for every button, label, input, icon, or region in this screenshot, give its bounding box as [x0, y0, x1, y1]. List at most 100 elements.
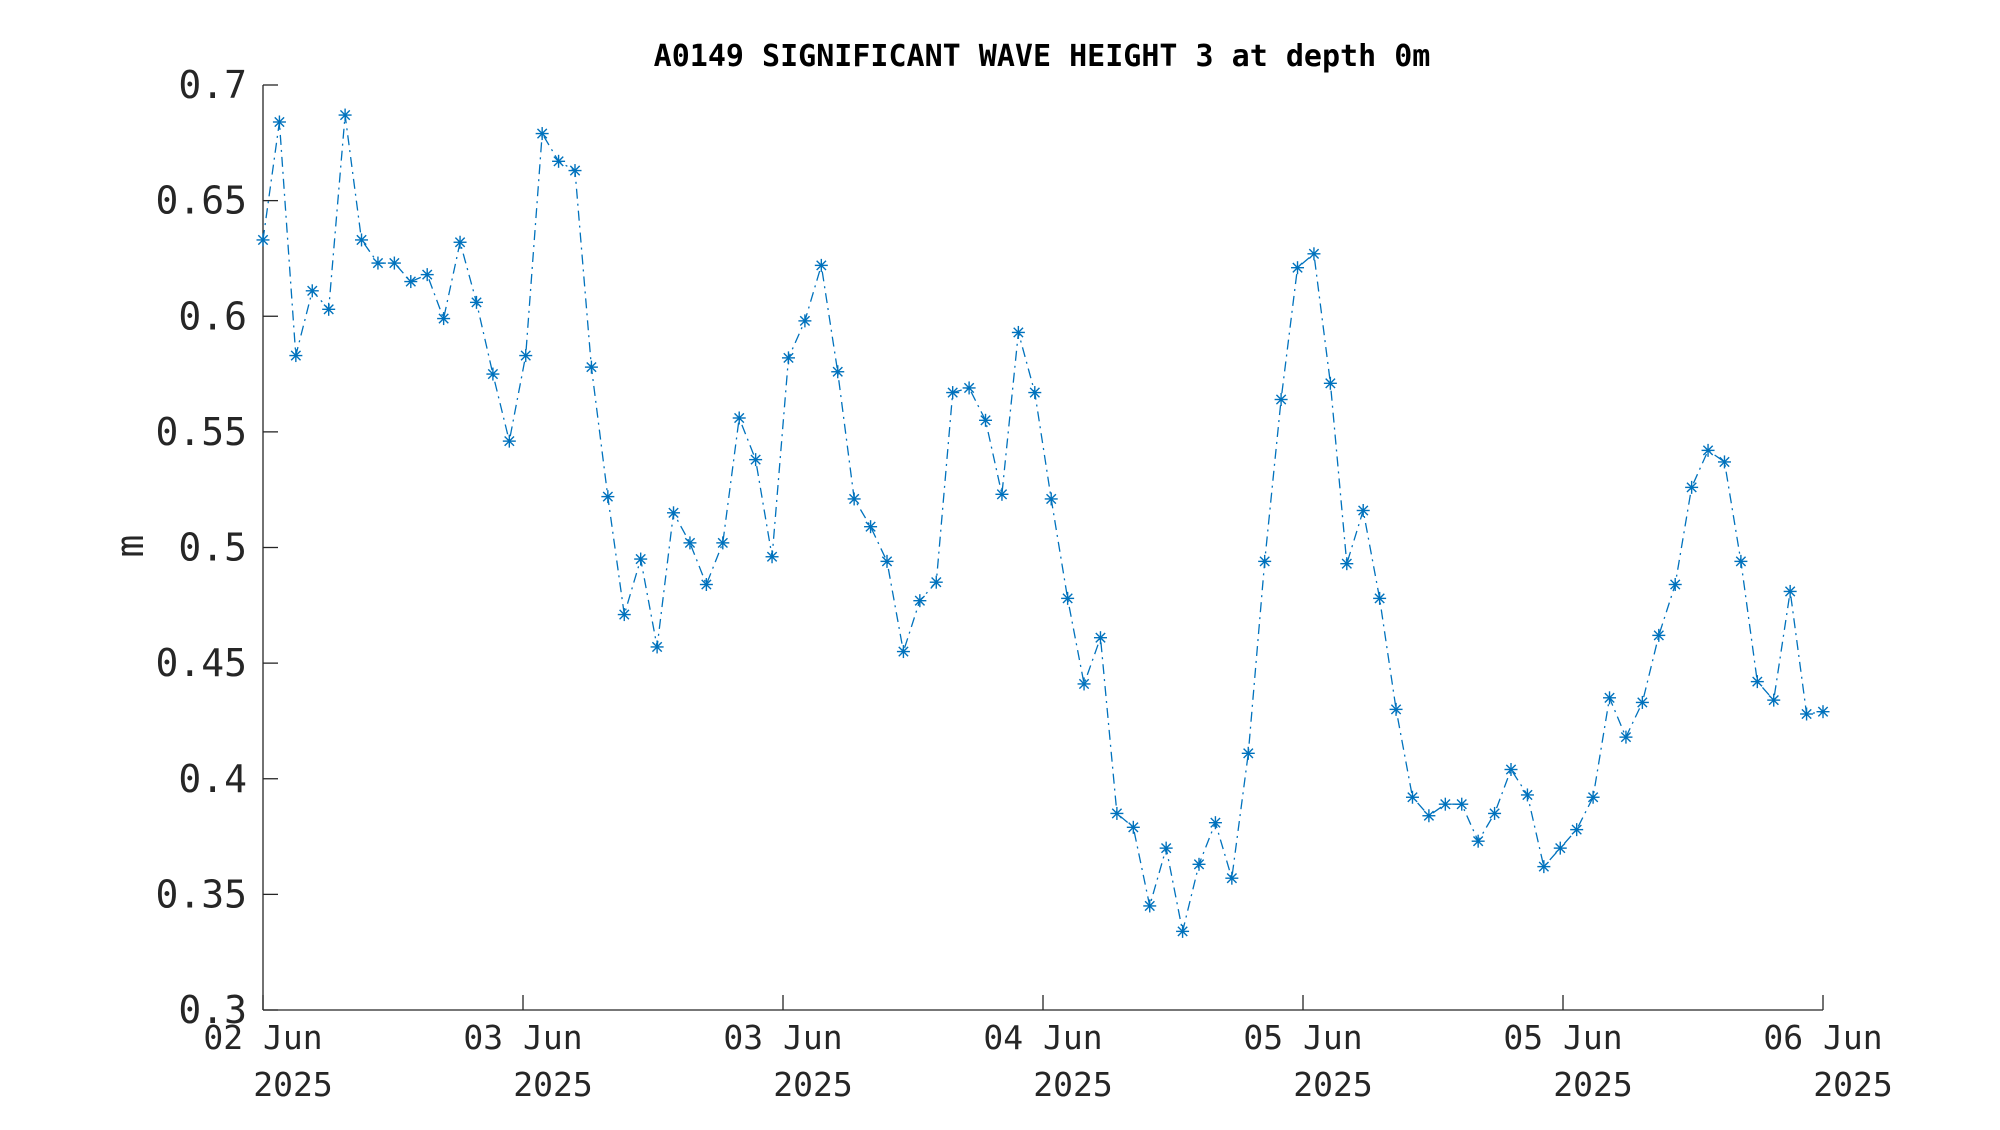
data-point-marker: [1701, 443, 1715, 457]
data-point-marker: [962, 381, 976, 395]
data-point-marker: [831, 365, 845, 379]
data-point-marker: [1603, 691, 1617, 705]
data-point-marker: [814, 258, 828, 272]
data-point-marker: [322, 302, 336, 316]
series-line: [262, 115, 1824, 932]
data-point-marker: [437, 312, 451, 326]
data-point-marker: [1619, 730, 1633, 744]
y-axis-ticks: 0.3 0.35 0.4 0.45 0.5 0.55 0.6 0.65 0.7: [155, 63, 278, 1032]
data-point-marker: [650, 640, 664, 654]
x-tick-label-date: 05 Jun: [1243, 1018, 1362, 1057]
y-tick-label: 0.4: [178, 757, 247, 801]
data-point-marker: [453, 235, 467, 249]
x-axis-ticks: 02 Jun 2025 03 Jun 2025 03 Jun 2025 04 Jun 2025…: [203, 995, 1893, 1104]
data-point-marker: [1061, 591, 1075, 605]
chart-title: A0149 SIGNIFICANT WAVE HEIGHT 3 at depth…: [654, 39, 1431, 74]
data-point-marker: [1652, 628, 1666, 642]
data-point-marker: [1340, 557, 1354, 571]
data-point-marker: [1767, 693, 1781, 707]
data-point-marker: [584, 360, 598, 374]
data-point-marker: [1274, 393, 1288, 406]
data-point-marker: [1586, 790, 1600, 804]
data-point-marker: [749, 453, 763, 467]
data-point-marker: [1208, 816, 1222, 830]
data-point-marker: [568, 164, 582, 178]
y-tick-label: 0.35: [155, 872, 247, 916]
data-point-marker: [634, 552, 648, 566]
data-point-marker: [1258, 554, 1272, 568]
data-point-marker: [355, 233, 369, 247]
data-point-marker: [683, 536, 697, 550]
x-tick-label-date: 05 Jun: [1503, 1018, 1622, 1057]
y-tick-label: 0.45: [155, 641, 247, 685]
data-point-marker: [1323, 376, 1337, 390]
data-point-marker: [1685, 480, 1699, 494]
data-point-marker: [1717, 455, 1731, 469]
data-point-marker: [1241, 746, 1255, 760]
data-point-marker: [847, 492, 861, 506]
data-point-marker: [1750, 675, 1764, 689]
data-point-marker: [305, 284, 319, 298]
data-point-marker: [1405, 790, 1419, 804]
data-point-marker: [1373, 591, 1387, 605]
data-point-marker: [502, 434, 516, 448]
data-point-marker: [1093, 631, 1107, 645]
data-point-marker: [946, 386, 960, 400]
data-point-marker: [1028, 386, 1042, 400]
data-point-marker: [880, 554, 894, 568]
data-point-marker: [1537, 860, 1551, 874]
data-point-marker: [913, 594, 927, 608]
data-point-marker: [1471, 834, 1485, 848]
data-point-marker: [798, 314, 812, 328]
data-point-marker: [765, 550, 779, 564]
x-tick-label-year: 2025: [1033, 1065, 1112, 1104]
x-tick-label-year: 2025: [1293, 1065, 1372, 1104]
data-point-marker: [256, 233, 270, 247]
data-point-marker: [1225, 871, 1239, 885]
data-point-marker: [1307, 247, 1321, 261]
data-point-marker: [1668, 578, 1682, 591]
data-point-marker: [1011, 325, 1025, 339]
y-tick-label: 0.6: [178, 294, 247, 338]
data-point-marker: [1176, 924, 1190, 938]
data-point-marker: [1110, 806, 1124, 820]
data-point-marker: [929, 575, 943, 589]
data-point-marker: [338, 108, 352, 122]
data-point-marker: [1635, 695, 1649, 709]
data-point-marker: [1126, 820, 1140, 834]
y-tick-label: 0.55: [155, 410, 247, 454]
data-point-marker: [995, 487, 1009, 501]
y-tick-label: 0.7: [178, 63, 247, 107]
x-tick-label-year: 2025: [253, 1065, 332, 1104]
data-point-marker: [979, 413, 993, 427]
data-point-marker: [1734, 554, 1748, 568]
data-point-marker: [1389, 702, 1403, 716]
data-point-marker: [1455, 797, 1469, 811]
x-tick-label-date: 03 Jun: [723, 1018, 842, 1057]
x-tick-label-year: 2025: [1813, 1065, 1892, 1104]
data-point-marker: [1143, 899, 1157, 913]
data-point-marker: [1520, 788, 1534, 802]
data-point-marker: [1356, 504, 1370, 517]
data-point-marker: [1816, 705, 1830, 719]
x-tick-label-date: 04 Jun: [983, 1018, 1102, 1057]
data-point-marker: [1159, 841, 1173, 855]
data-point-marker: [519, 349, 533, 363]
data-point-marker: [486, 367, 500, 381]
data-point-marker: [1553, 841, 1567, 855]
data-point-marker: [535, 127, 549, 141]
data-point-marker: [1077, 677, 1091, 691]
data-point-marker: [617, 608, 631, 622]
data-point-marker: [404, 275, 418, 289]
data-point-marker: [1488, 806, 1502, 820]
data-point-marker: [1438, 797, 1452, 811]
x-tick-label-year: 2025: [773, 1065, 852, 1104]
y-tick-label: 0.5: [178, 526, 247, 570]
data-point-marker: [1291, 261, 1305, 275]
data-point-marker: [699, 578, 713, 591]
data-point-marker: [1570, 823, 1584, 837]
data-point-marker: [1783, 584, 1797, 598]
data-point-marker: [601, 490, 615, 504]
